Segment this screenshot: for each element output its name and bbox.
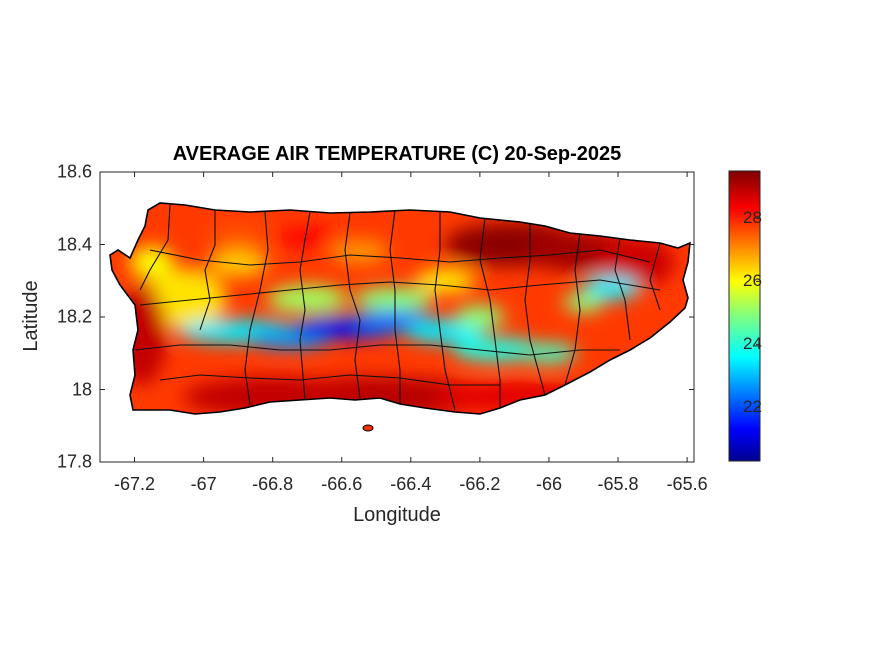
municipality-border <box>649 242 661 311</box>
temperature-blob <box>267 284 348 313</box>
temperature-blob <box>353 286 434 311</box>
municipality-border <box>159 374 500 386</box>
x-tick-label: -67 <box>190 474 217 494</box>
municipality-border <box>139 204 171 291</box>
temperature-blob <box>208 223 269 244</box>
colorbar-tick-marks <box>756 217 760 408</box>
municipality-borders <box>134 204 661 411</box>
temperature-field <box>110 203 690 414</box>
x-axis-label: Longitude <box>353 504 441 526</box>
colorbar-tick-label: 26 <box>743 271 762 291</box>
temperature-blob <box>595 237 676 288</box>
y-tick-label: 17.8 <box>56 451 92 472</box>
colorbar-tick-label: 28 <box>743 208 762 228</box>
colorbar-tick-label: 24 <box>743 334 762 354</box>
y-tick-label: 18.4 <box>56 234 92 254</box>
municipality-border <box>344 212 361 399</box>
municipality-border <box>139 279 661 306</box>
municipality-border <box>389 209 401 404</box>
temperature-blob <box>452 337 543 362</box>
y-tick-label: 18.6 <box>56 161 92 182</box>
temperature-blob <box>146 268 227 329</box>
temperature-blob <box>329 239 390 264</box>
temperature-blob <box>583 276 640 300</box>
temperature-blob <box>454 305 505 329</box>
x-tick-label: -66.4 <box>390 474 432 494</box>
colorbar-tick-label: 22 <box>743 397 762 417</box>
municipality-border <box>434 212 456 411</box>
temperature-blob <box>277 227 338 248</box>
x-tick-label: -66.8 <box>252 474 294 494</box>
x-tick-label: -66.2 <box>459 474 501 494</box>
x-tick-label: -65.8 <box>597 474 639 494</box>
chart-title: AVERAGE AIR TEMPERATURE (C) 20-Sep-2025 <box>172 143 622 165</box>
temperature-blob <box>129 246 174 279</box>
temperature-blob <box>415 268 476 293</box>
x-tick-label: -66.6 <box>321 474 363 494</box>
x-tick-label: -66 <box>535 474 562 494</box>
axis-tick-marks <box>100 171 694 463</box>
municipality-border <box>134 344 620 356</box>
municipality-border <box>199 210 216 331</box>
municipality-border <box>524 224 546 396</box>
small-island-caja-de-muertos <box>362 424 374 432</box>
municipality-border <box>244 211 269 406</box>
municipality-border <box>564 232 581 386</box>
x-tick-label: -67.2 <box>114 474 156 494</box>
y-tick-label: 18 <box>71 379 92 399</box>
y-tick-label: 18.2 <box>56 306 92 327</box>
temperature-blob <box>563 292 604 313</box>
municipality-border <box>149 249 651 266</box>
x-tick-label: -65.6 <box>666 474 708 494</box>
colorbar <box>728 170 761 462</box>
temperature-blob <box>208 248 269 277</box>
